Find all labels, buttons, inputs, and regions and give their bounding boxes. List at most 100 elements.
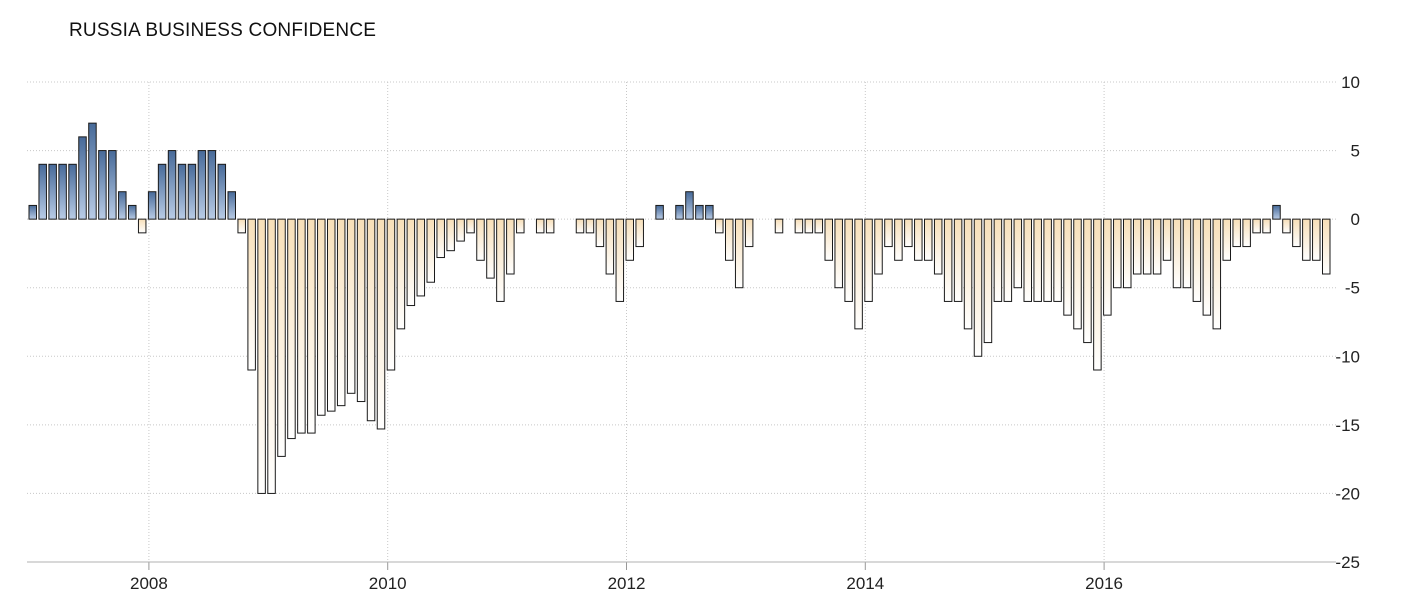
bar <box>1083 218 1092 344</box>
bar <box>1093 218 1102 371</box>
x-tick-label: 2012 <box>608 574 646 593</box>
bar <box>1162 218 1172 261</box>
bar <box>595 218 605 248</box>
bar <box>615 218 625 302</box>
bar <box>864 218 873 302</box>
bar <box>1182 218 1192 289</box>
bar <box>715 218 724 234</box>
axes: 10 5 0 -5 -10 -15 -20 -25 2008 2010 2012 2014 2016 <box>27 73 1360 593</box>
bar <box>1103 218 1112 316</box>
bar <box>894 218 903 261</box>
y-tick-label: 0 <box>1351 210 1360 229</box>
bar <box>58 163 67 220</box>
bar <box>366 218 376 422</box>
x-tick-label: 2010 <box>369 574 407 593</box>
bar <box>1252 218 1261 234</box>
bar <box>734 218 744 289</box>
chart-title: RUSSIA BUSINESS CONFIDENCE <box>69 20 377 41</box>
bar <box>1023 218 1032 302</box>
bars <box>28 122 1331 494</box>
bar <box>118 191 127 220</box>
bar <box>1242 218 1251 248</box>
bar <box>834 218 843 289</box>
bar <box>884 218 893 248</box>
bar <box>128 204 137 220</box>
bar <box>1043 218 1052 302</box>
grid-lines <box>27 81 1338 563</box>
bar <box>914 218 923 261</box>
bar <box>197 150 207 220</box>
y-tick-label: -5 <box>1345 279 1360 298</box>
bar <box>436 218 445 259</box>
bar <box>1003 218 1013 302</box>
bar <box>267 218 276 494</box>
y-tick-label: 5 <box>1351 142 1360 161</box>
bar <box>317 218 326 416</box>
bar <box>1172 218 1182 289</box>
bar <box>1232 218 1241 248</box>
bar <box>108 150 117 220</box>
bar <box>924 218 933 261</box>
bar <box>406 218 416 307</box>
bar <box>1292 218 1301 248</box>
bar <box>1033 218 1042 302</box>
bar <box>78 136 87 220</box>
bar <box>983 218 993 344</box>
bar <box>68 163 77 220</box>
bar <box>774 218 784 234</box>
bar <box>1132 218 1142 275</box>
bar <box>1192 218 1202 302</box>
bar <box>824 218 833 261</box>
bar <box>476 218 485 261</box>
bar <box>605 218 615 275</box>
bar <box>1312 218 1321 261</box>
bar <box>685 191 694 220</box>
bar <box>346 218 356 394</box>
bar <box>177 163 187 220</box>
bar <box>167 150 177 220</box>
bar <box>327 218 336 412</box>
bar <box>466 218 475 234</box>
bar <box>307 218 316 434</box>
bar <box>496 218 505 302</box>
y-tick-label: -10 <box>1335 347 1360 366</box>
bar <box>904 218 913 248</box>
bar <box>187 163 197 220</box>
bar <box>625 218 634 261</box>
bar <box>1212 218 1222 330</box>
bar <box>516 218 525 234</box>
bar <box>28 204 37 220</box>
bar <box>1142 218 1152 275</box>
bar <box>287 218 296 440</box>
bar <box>207 150 217 220</box>
bar <box>744 218 754 248</box>
bar <box>993 218 1003 302</box>
bar <box>446 218 455 252</box>
bar <box>535 218 545 234</box>
bar <box>157 163 167 220</box>
bar <box>1322 218 1331 275</box>
bar <box>953 218 963 302</box>
bar <box>973 218 983 357</box>
bar <box>217 163 227 220</box>
bar <box>227 191 236 220</box>
bar <box>1152 218 1162 275</box>
bar <box>277 218 286 457</box>
bar <box>336 218 346 407</box>
bar <box>38 163 47 220</box>
bar <box>456 218 465 242</box>
bar <box>675 204 684 220</box>
bar <box>1302 218 1311 261</box>
bar <box>1202 218 1212 316</box>
x-tick-label: 2008 <box>130 574 168 593</box>
bar <box>88 122 97 220</box>
bar <box>147 191 157 220</box>
bar <box>386 218 396 371</box>
bar <box>705 204 714 220</box>
bar <box>1073 218 1082 330</box>
bar <box>814 218 824 234</box>
bar <box>844 218 853 302</box>
y-tick-label: -20 <box>1335 484 1360 503</box>
bar <box>237 218 246 234</box>
bar <box>794 218 804 234</box>
